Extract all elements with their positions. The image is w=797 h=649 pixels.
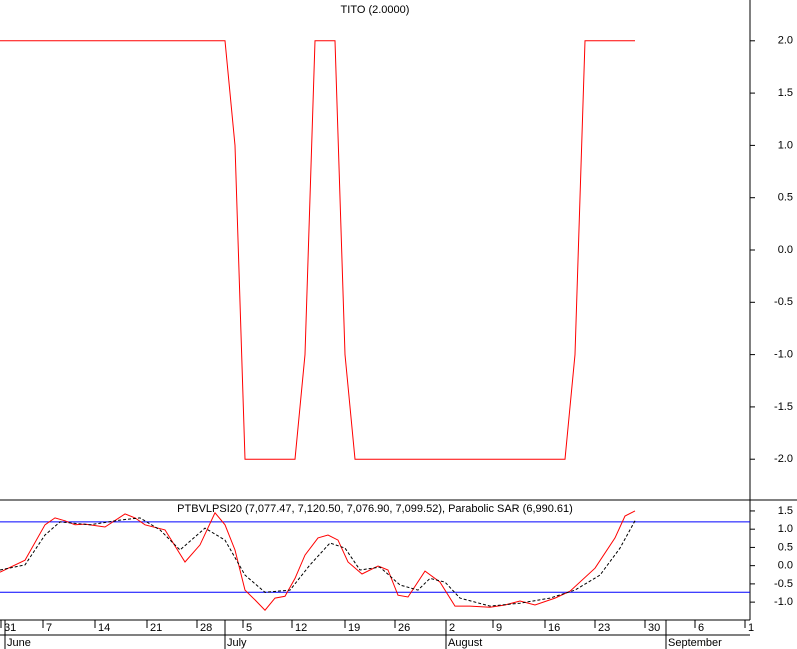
x-tick-label: 7 — [46, 622, 52, 634]
series-line — [0, 517, 636, 607]
x-tick-label: 16 — [548, 622, 560, 634]
series-line — [0, 40, 635, 460]
x-tick-label: 9 — [496, 622, 502, 634]
y-tick-label: 1.5 — [778, 505, 793, 517]
y-tick-label: -1.5 — [774, 401, 793, 413]
y-tick-label: 0.5 — [778, 541, 793, 553]
y-tick-label: 0.0 — [778, 244, 793, 256]
x-tick-label: 31 — [4, 622, 16, 634]
x-tick-label: 2 — [449, 622, 455, 634]
x-tick-label: 23 — [598, 622, 610, 634]
y-tick-label: 1.0 — [778, 139, 793, 151]
x-tick-label: 1 — [748, 622, 754, 634]
month-label: September — [668, 637, 722, 649]
month-label: July — [227, 637, 247, 649]
x-tick-label: 26 — [398, 622, 410, 634]
y-tick-label: 1.5 — [778, 87, 793, 99]
y-tick-label: 1.0 — [778, 523, 793, 535]
x-tick-label: 5 — [246, 622, 252, 634]
month-label: June — [7, 637, 31, 649]
y-tick-label: -2.0 — [774, 453, 793, 465]
x-tick-label: 30 — [648, 622, 660, 634]
month-label: August — [448, 637, 482, 649]
y-tick-label: -1.0 — [774, 596, 793, 608]
x-tick-label: 14 — [98, 622, 110, 634]
x-tick-label: 28 — [200, 622, 212, 634]
x-tick-label: 12 — [295, 622, 307, 634]
x-tick-label: 19 — [348, 622, 360, 634]
x-tick-label: 21 — [150, 622, 162, 634]
y-tick-label: -0.5 — [774, 296, 793, 308]
panel-title: PTBVLPSI20 (7,077.47, 7,120.50, 7,076.90… — [177, 503, 573, 515]
panel-title: TITO (2.0000) — [341, 4, 410, 16]
y-tick-label: -1.0 — [774, 349, 793, 361]
y-tick-label: 0.5 — [778, 192, 793, 204]
x-tick-label: 6 — [698, 622, 704, 634]
y-tick-label: 2.0 — [778, 35, 793, 47]
y-tick-label: -0.5 — [774, 578, 793, 590]
y-tick-label: 0.0 — [778, 560, 793, 572]
